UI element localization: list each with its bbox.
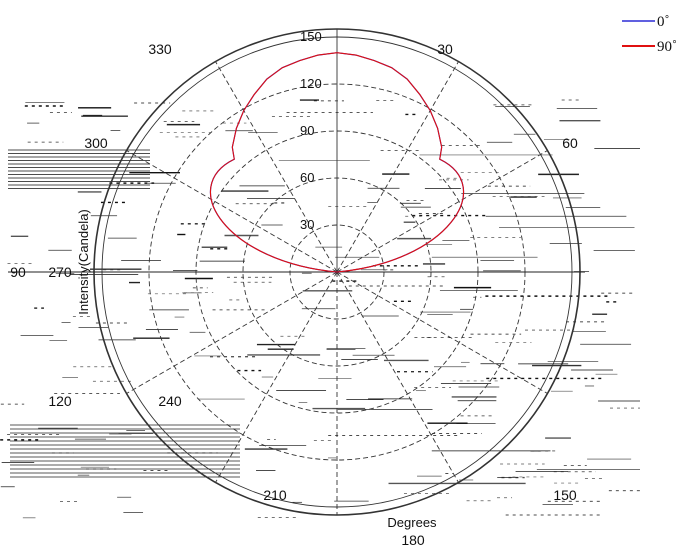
grid-spoke (126, 150, 338, 273)
angle-tick-label: 180 (401, 532, 425, 548)
polar-grid (8, 28, 585, 516)
angle-tick-label: 300 (84, 135, 108, 151)
side-angle-label: 90 (10, 264, 26, 280)
series-layer (209, 52, 465, 273)
radial-tick-label: 30 (300, 217, 314, 232)
angle-tick-label: 150 (553, 487, 577, 503)
grid-spoke (215, 61, 338, 273)
grid-spoke (336, 61, 459, 273)
side-angle-label: 120 (48, 393, 72, 409)
grid-spoke (215, 271, 338, 483)
angle-tick-label: 240 (158, 393, 182, 409)
grid-spoke (336, 150, 548, 273)
angle-tick-label: 210 (263, 487, 287, 503)
radial-tick-label: 60 (300, 170, 314, 185)
series-line-upper-1 (231, 52, 443, 148)
legend-label-1: 90˚ (657, 39, 677, 55)
x-axis-label: Degrees (387, 515, 437, 530)
legend-label-0: 0˚ (657, 14, 670, 30)
radial-tick-label: 150 (300, 29, 322, 44)
legend: 0˚ 90˚ (622, 14, 677, 55)
series-line-lower-1 (209, 147, 465, 273)
grid-spoke (336, 271, 548, 394)
angle-tick-label: 330 (148, 41, 172, 57)
grid-spoke (336, 271, 459, 483)
angle-tick-label: 30 (437, 41, 453, 57)
tick-labels: 30 60 150 180 210 240 270 300 330 90 120 30 60 90 120 1… (10, 29, 578, 548)
angle-tick-label: 270 (48, 264, 72, 280)
radial-tick-label: 90 (300, 123, 314, 138)
radial-tick-label: 120 (300, 76, 322, 91)
angle-tick-label: 60 (562, 135, 578, 151)
y-axis-label: Intensity(Candela) (76, 209, 91, 315)
grid-spoke (126, 271, 338, 394)
